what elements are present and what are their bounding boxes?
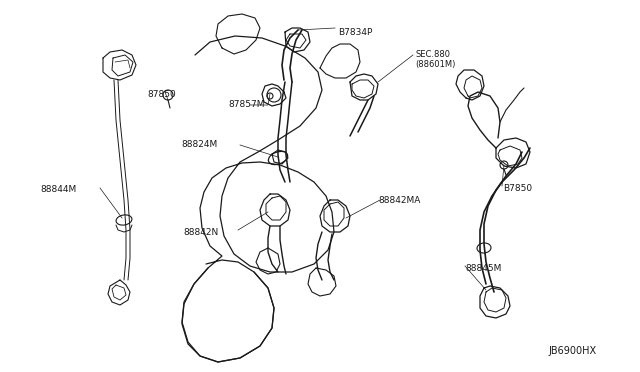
Text: 87850: 87850 bbox=[147, 90, 176, 99]
Text: B7850: B7850 bbox=[503, 184, 532, 193]
Text: 88824M: 88824M bbox=[181, 140, 217, 149]
Text: SEC.880
(88601M): SEC.880 (88601M) bbox=[415, 50, 456, 70]
Text: 88842N: 88842N bbox=[183, 228, 218, 237]
Text: 87857M: 87857M bbox=[228, 100, 264, 109]
Text: 88844M: 88844M bbox=[40, 185, 76, 194]
Text: JB6900HX: JB6900HX bbox=[548, 346, 596, 356]
Text: 88845M: 88845M bbox=[465, 264, 501, 273]
Text: B7834P: B7834P bbox=[338, 28, 372, 37]
Text: 88842MA: 88842MA bbox=[378, 196, 420, 205]
